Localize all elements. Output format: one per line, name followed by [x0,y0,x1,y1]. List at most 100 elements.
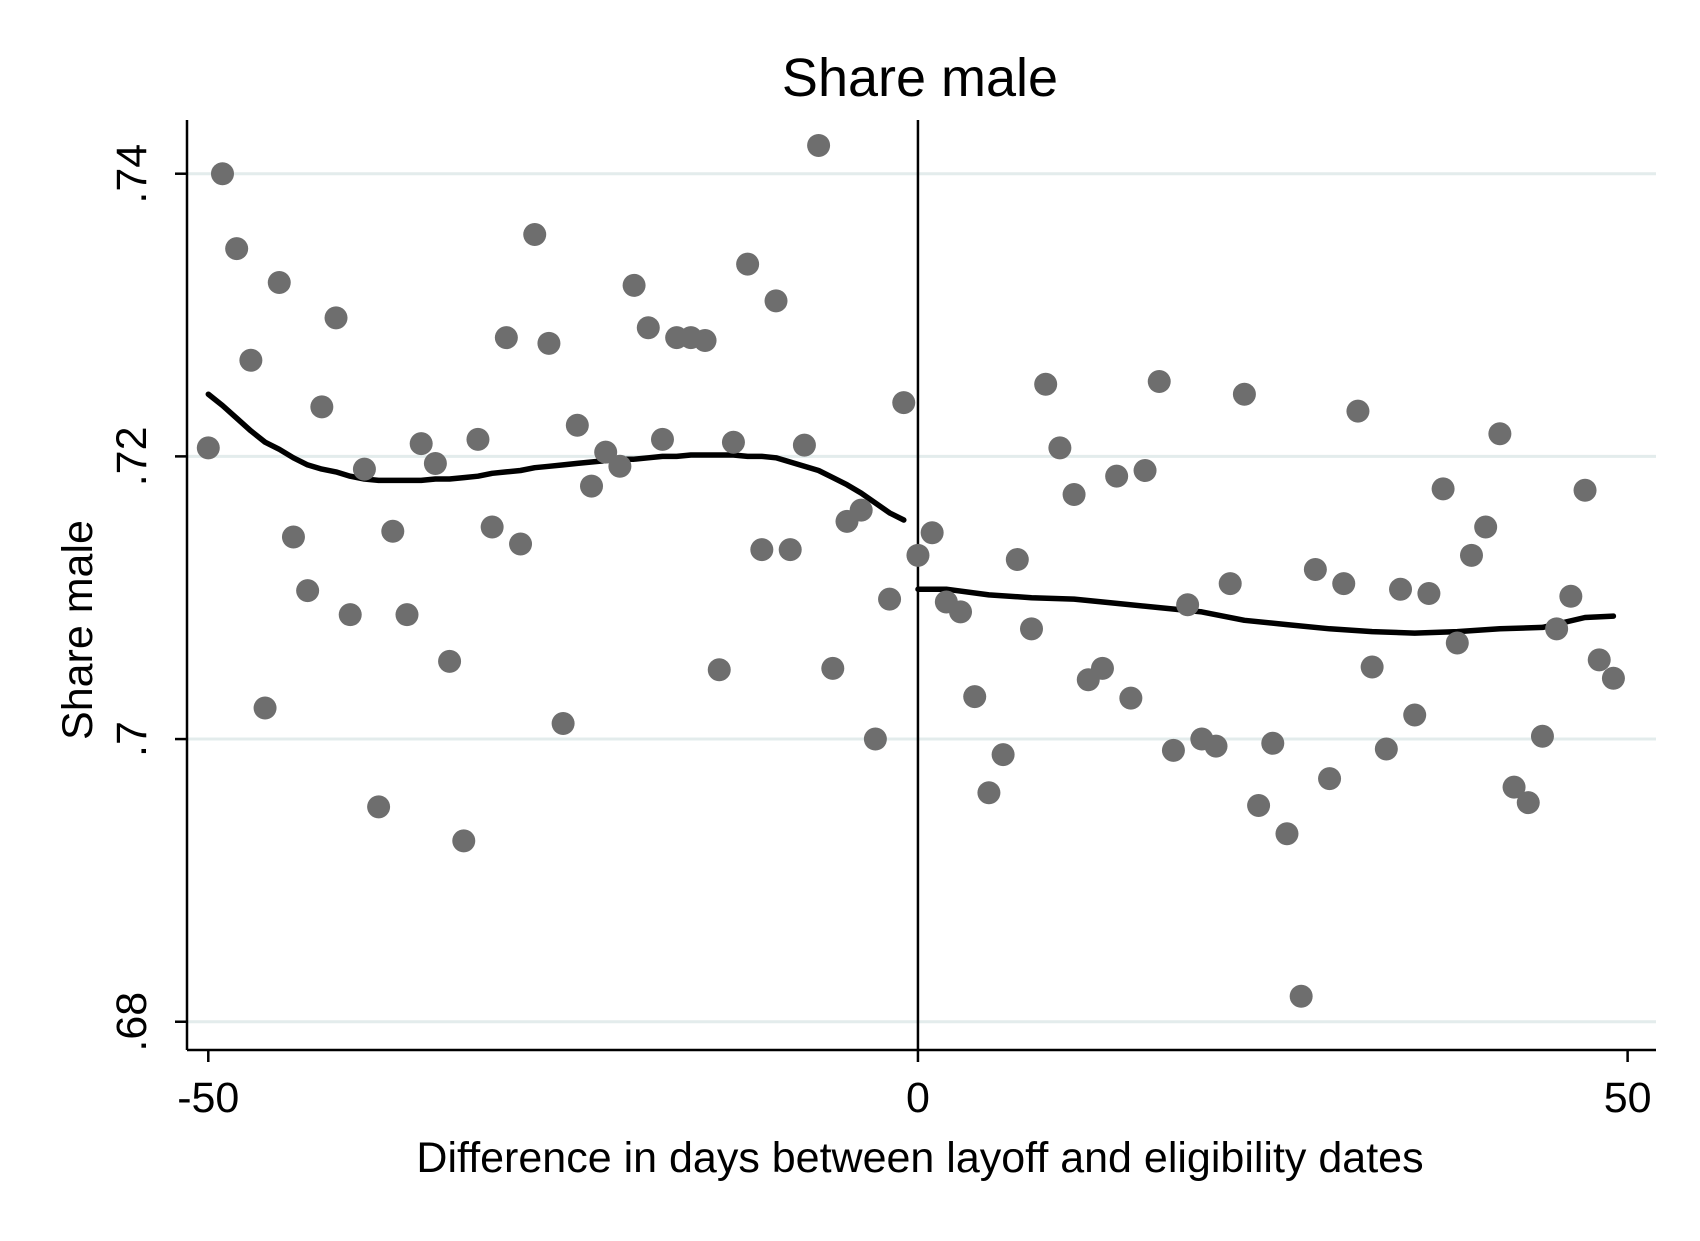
data-point [1204,734,1228,758]
data-point [1474,515,1498,539]
data-point [1133,459,1157,483]
data-point [892,391,916,415]
data-point [565,413,589,437]
data-point [906,543,930,567]
chart-title: Share male [782,48,1058,108]
data-point [650,427,674,451]
data-point [1090,656,1114,680]
data-point [1261,731,1285,755]
data-point [1573,478,1597,502]
data-point [1019,617,1043,641]
fit-right-line [915,586,1617,636]
data-point [736,252,760,276]
data-point [1289,984,1313,1008]
data-point [1048,436,1072,460]
data-point [438,649,462,673]
data-point [1105,464,1129,488]
tick-labels: .68 .7 .72 .74 -50 0 50 [108,144,1652,1122]
data-point [352,457,376,481]
x-axis-label: Difference in days between layoff and el… [416,1134,1423,1182]
data-point [721,430,745,454]
data-point [381,519,405,543]
data-point [1403,703,1427,727]
data-point [239,348,263,372]
data-point [494,326,518,350]
data-point [1488,422,1512,446]
data-point [338,603,362,627]
data-point [466,427,490,451]
y-tick-label-2: .72 [108,426,156,486]
data-point [509,532,533,556]
data-point [1431,477,1455,501]
data-point [1147,369,1171,393]
data-point [1119,686,1143,710]
data-point [480,515,504,539]
data-point [1161,738,1185,762]
data-point [622,273,646,297]
scatter-points [196,133,1625,1008]
data-point [281,525,305,549]
data-point [324,306,348,330]
data-point [1176,593,1200,617]
data-point [977,781,1001,805]
data-point [863,727,887,751]
data-point [1601,666,1625,690]
x-tick-label-0: -50 [177,1074,239,1122]
data-point [367,795,391,819]
data-point [1360,655,1384,679]
axes [185,120,1656,1052]
data-point [1459,543,1483,567]
data-point [1516,791,1540,815]
data-point [1275,822,1299,846]
data-point [1005,548,1029,572]
data-point [1530,724,1554,748]
data-point [707,658,731,682]
data-point [551,712,575,736]
data-point [196,436,220,460]
data-point [296,579,320,603]
data-point [1417,581,1441,605]
data-point [963,685,987,709]
data-point [423,451,447,475]
data-point [1374,737,1398,761]
data-point [1389,577,1413,601]
data-point [821,656,845,680]
data-point [1587,648,1611,672]
data-point [1346,399,1370,423]
data-point [267,271,291,295]
data-point [1445,631,1469,655]
data-point [949,600,973,624]
data-point [1559,584,1583,608]
data-point [452,829,476,853]
data-point [580,474,604,498]
data-point [1545,617,1569,641]
data-point [750,538,774,562]
data-point [594,440,618,464]
data-point [1034,372,1058,396]
data-point [1218,572,1242,596]
data-point [778,538,802,562]
fit-lines [205,391,1617,636]
data-point [409,432,433,456]
fit-left-line [205,391,907,523]
data-point [1502,775,1526,799]
y-tick-label-1: .7 [108,721,156,757]
data-point [764,289,788,313]
data-point [1062,483,1086,507]
data-point [225,237,249,261]
data-point [636,316,660,340]
y-axis-label: Share male [54,520,102,740]
data-point [523,222,547,246]
data-point [1303,557,1327,581]
data-point [1232,382,1256,406]
data-point [1318,767,1342,791]
y-tick-label-3: .74 [108,144,156,204]
data-point [537,331,561,355]
data-point [210,162,234,186]
data-point [253,696,277,720]
data-point [395,603,419,627]
data-point [807,133,831,157]
x-tick-label-2: 50 [1604,1074,1652,1122]
